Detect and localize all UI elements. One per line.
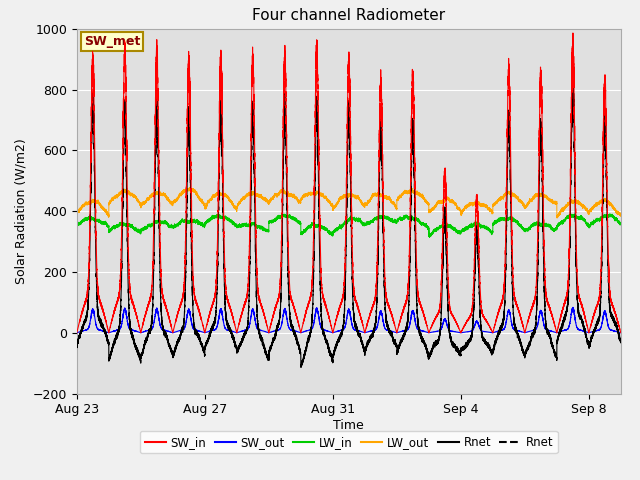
Title: Four channel Radiometer: Four channel Radiometer bbox=[252, 9, 445, 24]
Y-axis label: Solar Radiation (W/m2): Solar Radiation (W/m2) bbox=[14, 138, 27, 284]
Text: SW_met: SW_met bbox=[84, 35, 140, 48]
Legend: SW_in, SW_out, LW_in, LW_out, Rnet, Rnet: SW_in, SW_out, LW_in, LW_out, Rnet, Rnet bbox=[140, 431, 557, 454]
X-axis label: Time: Time bbox=[333, 419, 364, 432]
